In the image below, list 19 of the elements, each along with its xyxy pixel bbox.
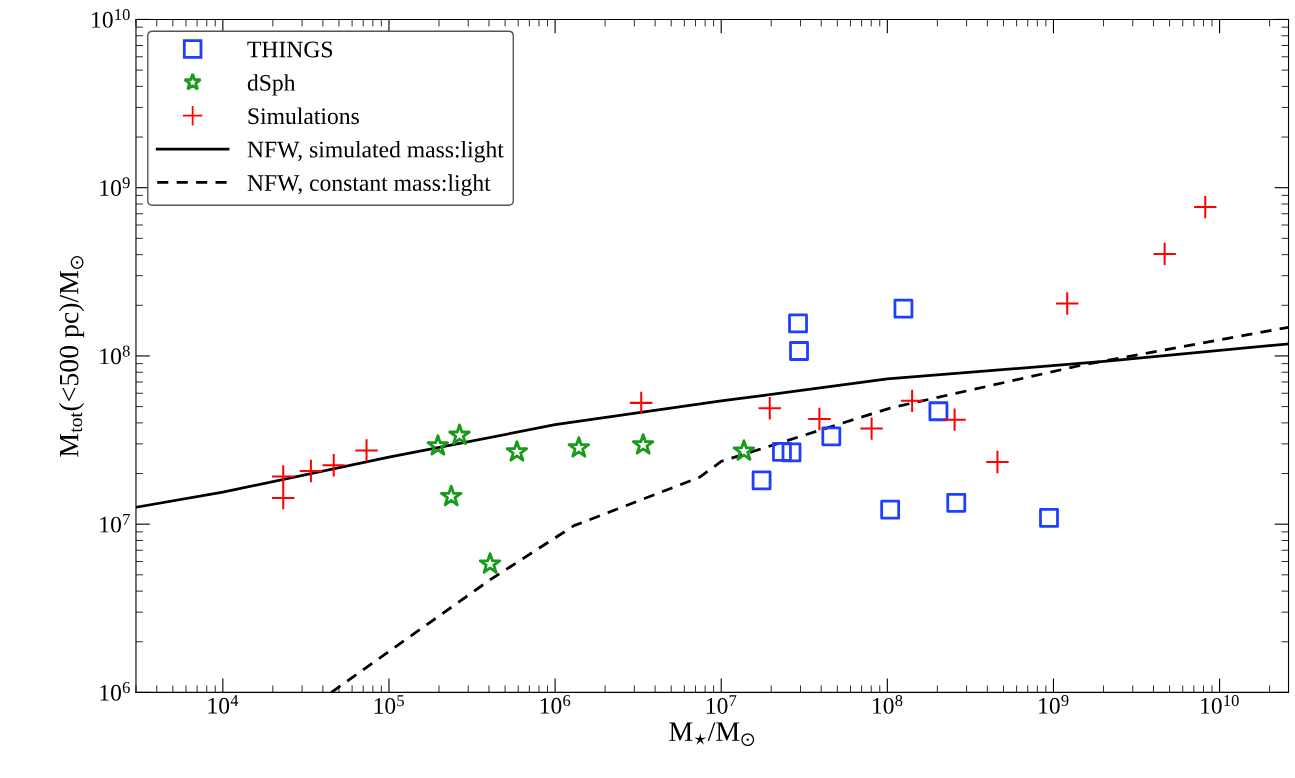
y-tick-label: 10$^{10}$ [92, 8, 130, 28]
y-tick-label: 10$^{7}$ [100, 513, 130, 533]
legend-label: NFW, constant mass:light [247, 174, 491, 196]
y-tick-label: 10$^{8}$ [100, 345, 130, 365]
y-tick-label: 10$^{9}$ [100, 177, 130, 196]
x-tick-label: 10$^{9}$ [1039, 695, 1069, 714]
x-tick-label: 10$^{6}$ [540, 695, 571, 714]
x-axis-title: M$_{⋆}$/M$_{⊙}$ [669, 722, 755, 747]
y-tick-label: 10$^{6}$ [100, 681, 130, 701]
x-tick-label: 10$^{4}$ [208, 695, 239, 714]
x-tick-label: 10$^{8}$ [873, 695, 903, 714]
legend-label: THINGS [247, 41, 333, 58]
legend-label: dSph [247, 74, 296, 96]
x-tick-label: 10$^{5}$ [374, 695, 404, 714]
x-tick-label: 10$^{10}$ [1201, 695, 1239, 714]
y-axis-title: M$_{tot}$(<500 pc)/M$_{⊙}$ [58, 256, 85, 457]
legend-label: NFW, simulated mass:light [247, 140, 504, 163]
x-tick-label: 10$^{7}$ [706, 695, 737, 714]
legend-label: Simulations [248, 107, 359, 125]
